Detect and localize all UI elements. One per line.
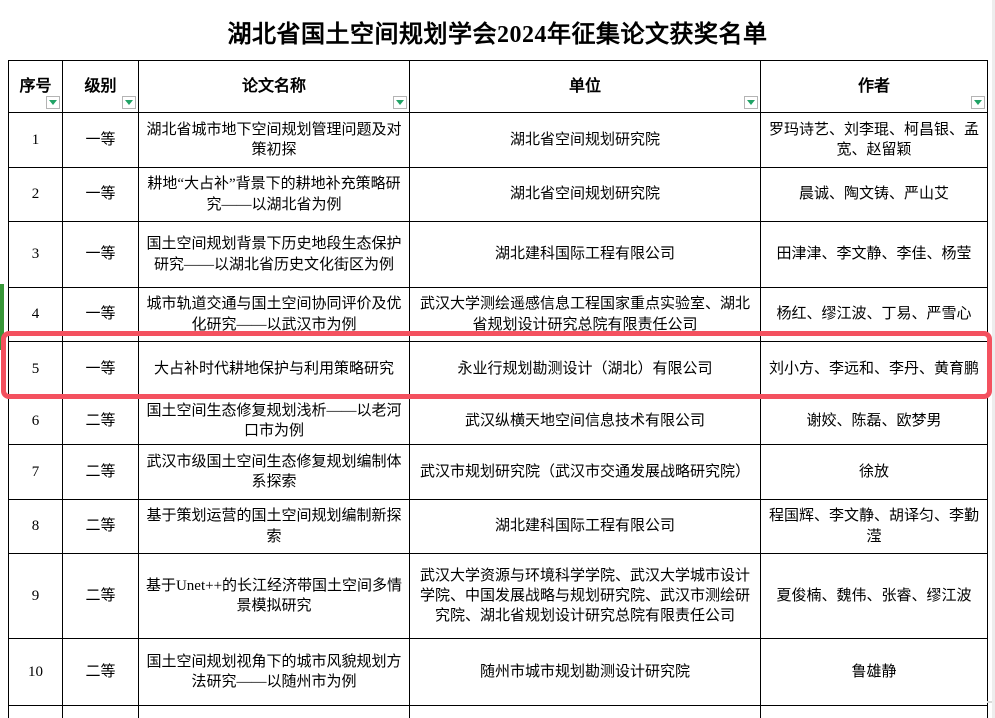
- chevron-down-icon: [747, 100, 755, 105]
- cell-paper-title[interactable]: 国土空间规划视角下的城市风貌规划方法研究——以随州市为例: [138, 638, 410, 706]
- filter-dropdown-icon[interactable]: [393, 96, 407, 109]
- table-row: 8 二等 基于策划运营的国土空间规划编制新探索 湖北建科国际工程有限公司 程国辉…: [8, 499, 988, 554]
- cell-level[interactable]: 一等: [62, 112, 139, 168]
- cell-level[interactable]: 二等: [62, 553, 139, 639]
- cell-seq[interactable]: 1: [8, 112, 63, 168]
- cell-paper-title[interactable]: 基于策划运营的国土空间规划编制新探索: [138, 499, 410, 554]
- awards-table: 序号 级别 论文名称 单位 作者 1 一等 湖北省城市地下空间规划管: [8, 60, 988, 718]
- gridline-tail: [987, 701, 995, 703]
- column-header-seq-label: 序号: [19, 77, 52, 95]
- column-header-level[interactable]: 级别: [62, 60, 139, 113]
- chevron-down-icon: [974, 100, 982, 105]
- cell-seq[interactable]: 4: [8, 287, 63, 342]
- cell-level[interactable]: 二等: [62, 444, 139, 500]
- cell-organization[interactable]: 武汉大学测绘遥感信息工程国家重点实验室、湖北省规划设计研究总院有限责任公司: [409, 287, 761, 342]
- table-row: 9 二等 基于Unet++的长江经济带国土空间多情景模拟研究 武汉大学资源与环境…: [8, 553, 988, 639]
- cell-paper-title[interactable]: 耕地“大占补”背景下的耕地补充策略研究——以湖北省为例: [138, 167, 410, 222]
- cell-paper-title[interactable]: 国土空间生态修复规划浅析——以老河口市为例: [138, 397, 410, 445]
- cell-organization[interactable]: 湖北省空间规划研究院: [409, 112, 761, 168]
- table-row: 2 一等 耕地“大占补”背景下的耕地补充策略研究——以湖北省为例 湖北省空间规划…: [8, 167, 988, 222]
- cell-seq[interactable]: 10: [8, 638, 63, 706]
- cell-organization[interactable]: 武汉纵横天地空间信息技术有限公司: [409, 397, 761, 445]
- empty-cell[interactable]: [138, 705, 410, 718]
- cell-level[interactable]: 一等: [62, 221, 139, 288]
- table-body: 1 一等 湖北省城市地下空间规划管理问题及对策初探 湖北省空间规划研究院 罗玛诗…: [8, 112, 988, 718]
- cell-seq[interactable]: 6: [8, 397, 63, 445]
- cell-seq[interactable]: 7: [8, 444, 63, 500]
- column-header-paper-title-label: 论文名称: [241, 77, 306, 95]
- cell-authors[interactable]: 夏俊楠、魏伟、张睿、缪江波: [760, 553, 988, 639]
- cell-authors[interactable]: 刘小方、李远和、李丹、黄育鹏: [760, 341, 988, 398]
- table-row: 5 一等 大占补时代耕地保护与利用策略研究 永业行规划勘测设计（湖北）有限公司 …: [8, 341, 988, 398]
- cell-seq[interactable]: 2: [8, 167, 63, 222]
- column-header-organization[interactable]: 单位: [409, 60, 761, 113]
- cell-organization[interactable]: 武汉市规划研究院（武汉市交通发展战略研究院）: [409, 444, 761, 500]
- table-row: 6 二等 国土空间生态修复规划浅析——以老河口市为例 武汉纵横天地空间信息技术有…: [8, 397, 988, 445]
- table-row: 10 二等 国土空间规划视角下的城市风貌规划方法研究——以随州市为例 随州市城市…: [8, 638, 988, 706]
- chevron-down-icon: [49, 100, 57, 105]
- column-header-seq[interactable]: 序号: [8, 60, 63, 113]
- cell-level[interactable]: 一等: [62, 287, 139, 342]
- cell-paper-title[interactable]: 湖北省城市地下空间规划管理问题及对策初探: [138, 112, 410, 168]
- table-row: 7 二等 武汉市级国土空间生态修复规划编制体系探索 武汉市规划研究院（武汉市交通…: [8, 444, 988, 500]
- cell-level[interactable]: 二等: [62, 638, 139, 706]
- cell-level[interactable]: 二等: [62, 397, 139, 445]
- cell-seq[interactable]: 5: [8, 341, 63, 398]
- cell-authors[interactable]: 晨诚、陶文铸、严山艾: [760, 167, 988, 222]
- column-header-organization-label: 单位: [568, 77, 601, 95]
- cell-organization[interactable]: 湖北省空间规划研究院: [409, 167, 761, 222]
- column-header-authors-label: 作者: [857, 77, 890, 95]
- page-title: 湖北省国土空间规划学会2024年征集论文获奖名单: [227, 22, 768, 48]
- cell-authors[interactable]: 杨红、缪江波、丁易、严雪心: [760, 287, 988, 342]
- cell-authors[interactable]: 谢姣、陈磊、欧梦男: [760, 397, 988, 445]
- column-header-level-label: 级别: [84, 77, 117, 95]
- cell-paper-title[interactable]: 武汉市级国土空间生态修复规划编制体系探索: [138, 444, 410, 500]
- cell-paper-title[interactable]: 城市轨道交通与国土空间协同评价及优化研究——以武汉市为例: [138, 287, 410, 342]
- table-row: 4 一等 城市轨道交通与国土空间协同评价及优化研究——以武汉市为例 武汉大学测绘…: [8, 287, 988, 342]
- chevron-down-icon: [125, 100, 133, 105]
- cell-organization[interactable]: 湖北建科国际工程有限公司: [409, 499, 761, 554]
- cell-seq[interactable]: 9: [8, 553, 63, 639]
- table-row: 1 一等 湖北省城市地下空间规划管理问题及对策初探 湖北省空间规划研究院 罗玛诗…: [8, 112, 988, 168]
- column-header-paper-title[interactable]: 论文名称: [138, 60, 410, 113]
- cell-seq[interactable]: 8: [8, 499, 63, 554]
- row4-left-green-marker: [0, 284, 4, 350]
- header-row: 序号 级别 论文名称 单位 作者: [8, 60, 988, 113]
- cell-seq[interactable]: 3: [8, 221, 63, 288]
- filter-dropdown-icon[interactable]: [46, 96, 60, 109]
- cell-authors[interactable]: 徐放: [760, 444, 988, 500]
- cell-paper-title[interactable]: 国土空间规划背景下历史地段生态保护研究——以湖北省历史文化街区为例: [138, 221, 410, 288]
- cell-organization[interactable]: 随州市城市规划勘测设计研究院: [409, 638, 761, 706]
- cell-authors[interactable]: 程国辉、李文静、胡译匀、李勤滢: [760, 499, 988, 554]
- cell-authors[interactable]: 罗玛诗艺、刘李琨、柯昌银、孟宽、赵留颖: [760, 112, 988, 168]
- chevron-down-icon: [396, 100, 404, 105]
- cell-organization[interactable]: 武汉大学资源与环境科学学院、武汉大学城市设计学院、中国发展战略与规划研究院、武汉…: [409, 553, 761, 639]
- table-row-empty: [8, 705, 988, 718]
- empty-cell[interactable]: [8, 705, 63, 718]
- empty-cell[interactable]: [62, 705, 139, 718]
- table-row: 3 一等 国土空间规划背景下历史地段生态保护研究——以湖北省历史文化街区为例 湖…: [8, 221, 988, 288]
- column-header-authors[interactable]: 作者: [760, 60, 988, 113]
- filter-dropdown-icon[interactable]: [744, 96, 758, 109]
- empty-cell[interactable]: [760, 705, 988, 718]
- filter-dropdown-icon[interactable]: [971, 96, 985, 109]
- cell-level[interactable]: 一等: [62, 341, 139, 398]
- cell-level[interactable]: 二等: [62, 499, 139, 554]
- cell-organization[interactable]: 湖北建科国际工程有限公司: [409, 221, 761, 288]
- cell-level[interactable]: 一等: [62, 167, 139, 222]
- cell-paper-title[interactable]: 大占补时代耕地保护与利用策略研究: [138, 341, 410, 398]
- cell-organization[interactable]: 永业行规划勘测设计（湖北）有限公司: [409, 341, 761, 398]
- cell-paper-title[interactable]: 基于Unet++的长江经济带国土空间多情景模拟研究: [138, 553, 410, 639]
- filter-dropdown-icon[interactable]: [122, 96, 136, 109]
- cell-authors[interactable]: 鲁雄静: [760, 638, 988, 706]
- empty-cell[interactable]: [409, 705, 761, 718]
- cell-authors[interactable]: 田津津、李文静、李佳、杨莹: [760, 221, 988, 288]
